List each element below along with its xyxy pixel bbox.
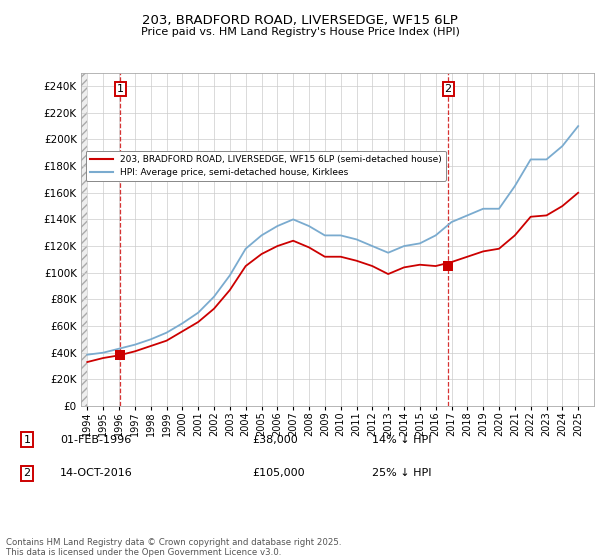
Text: 203, BRADFORD ROAD, LIVERSEDGE, WF15 6LP: 203, BRADFORD ROAD, LIVERSEDGE, WF15 6LP — [142, 14, 458, 27]
Text: 1: 1 — [117, 84, 124, 94]
Text: 2: 2 — [445, 84, 452, 94]
Bar — [81, 73, 88, 406]
Text: Price paid vs. HM Land Registry's House Price Index (HPI): Price paid vs. HM Land Registry's House … — [140, 27, 460, 37]
Text: 2: 2 — [23, 468, 31, 478]
Text: Contains HM Land Registry data © Crown copyright and database right 2025.
This d: Contains HM Land Registry data © Crown c… — [6, 538, 341, 557]
Text: 25% ↓ HPI: 25% ↓ HPI — [372, 468, 431, 478]
Text: 14% ↓ HPI: 14% ↓ HPI — [372, 435, 431, 445]
Text: 1: 1 — [23, 435, 31, 445]
Text: £105,000: £105,000 — [252, 468, 305, 478]
Text: 14-OCT-2016: 14-OCT-2016 — [60, 468, 133, 478]
Legend: 203, BRADFORD ROAD, LIVERSEDGE, WF15 6LP (semi-detached house), HPI: Average pri: 203, BRADFORD ROAD, LIVERSEDGE, WF15 6LP… — [86, 151, 446, 181]
Text: 01-FEB-1996: 01-FEB-1996 — [60, 435, 131, 445]
Text: £38,000: £38,000 — [252, 435, 298, 445]
